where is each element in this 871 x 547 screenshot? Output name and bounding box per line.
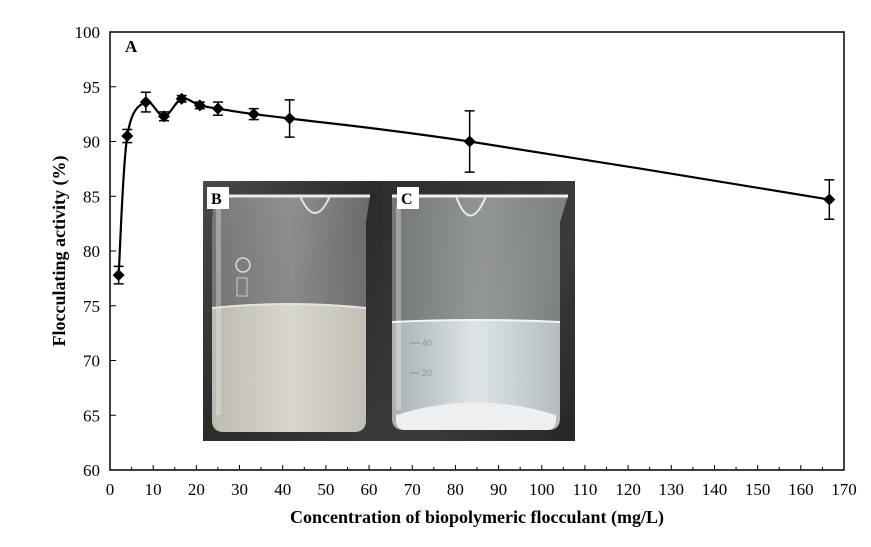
x-tick-label: 80 <box>447 480 464 499</box>
x-tick-label: 90 <box>490 480 507 499</box>
x-tick-label: 30 <box>231 480 248 499</box>
x-tick-label: 50 <box>317 480 334 499</box>
data-point <box>247 108 260 121</box>
data-point <box>823 193 836 206</box>
beaker-scale-mark: 40 <box>422 338 432 348</box>
x-tick-label: 120 <box>615 480 641 499</box>
data-point <box>157 110 170 123</box>
x-tick-label: 170 <box>831 480 857 499</box>
data-point <box>193 99 206 112</box>
panel-label: A <box>125 37 138 56</box>
y-tick-label: 75 <box>83 297 100 316</box>
x-tick-label: 100 <box>529 480 555 499</box>
y-tick-label: 100 <box>75 23 101 42</box>
data-point <box>283 112 296 125</box>
x-tick-label: 110 <box>573 480 598 499</box>
inset-label-b-box <box>207 187 229 209</box>
beaker-scale-mark: 20 <box>422 368 432 378</box>
x-tick-label: 20 <box>188 480 205 499</box>
data-point <box>463 135 476 148</box>
x-tick-label: 0 <box>106 480 115 499</box>
x-tick-label: 10 <box>145 480 162 499</box>
y-tick-label: 80 <box>83 242 100 261</box>
x-axis: 0 10 20 30 40 50 60 70 80 90 100 110 120 130 140 150 160… <box>106 465 857 499</box>
inset-label-c: C <box>401 191 413 208</box>
inset-photo-b <box>203 181 383 441</box>
inset-label-c-box <box>397 187 419 209</box>
x-tick-label: 150 <box>745 480 771 499</box>
data-point <box>175 92 188 105</box>
x-tick-label: 60 <box>361 480 378 499</box>
data-series <box>112 91 836 285</box>
x-tick-label: 140 <box>702 480 728 499</box>
data-point <box>211 102 224 115</box>
y-tick-label: 70 <box>83 352 100 371</box>
y-tick-label: 85 <box>83 187 100 206</box>
x-axis-title: Concentration of biopolymeric flocculant… <box>290 507 664 528</box>
y-tick-label: 60 <box>83 461 100 480</box>
inset-label-b: B <box>211 191 222 208</box>
y-tick-label: 65 <box>83 406 100 425</box>
data-point <box>139 96 152 109</box>
x-tick-label: 40 <box>274 480 291 499</box>
y-axis-title: Flocculating activity (%) <box>49 156 70 347</box>
data-point <box>121 130 134 143</box>
y-tick-label: 90 <box>83 133 100 152</box>
x-tick-label: 70 <box>404 480 421 499</box>
x-tick-label: 130 <box>659 480 685 499</box>
y-axis: 60 65 70 75 80 85 90 95 100 <box>75 23 116 480</box>
data-point <box>112 269 125 282</box>
series-line <box>117 97 830 276</box>
inset-photo-c: 40 20 <box>383 181 575 441</box>
x-tick-label: 160 <box>788 480 814 499</box>
y-tick-label: 95 <box>83 78 100 97</box>
